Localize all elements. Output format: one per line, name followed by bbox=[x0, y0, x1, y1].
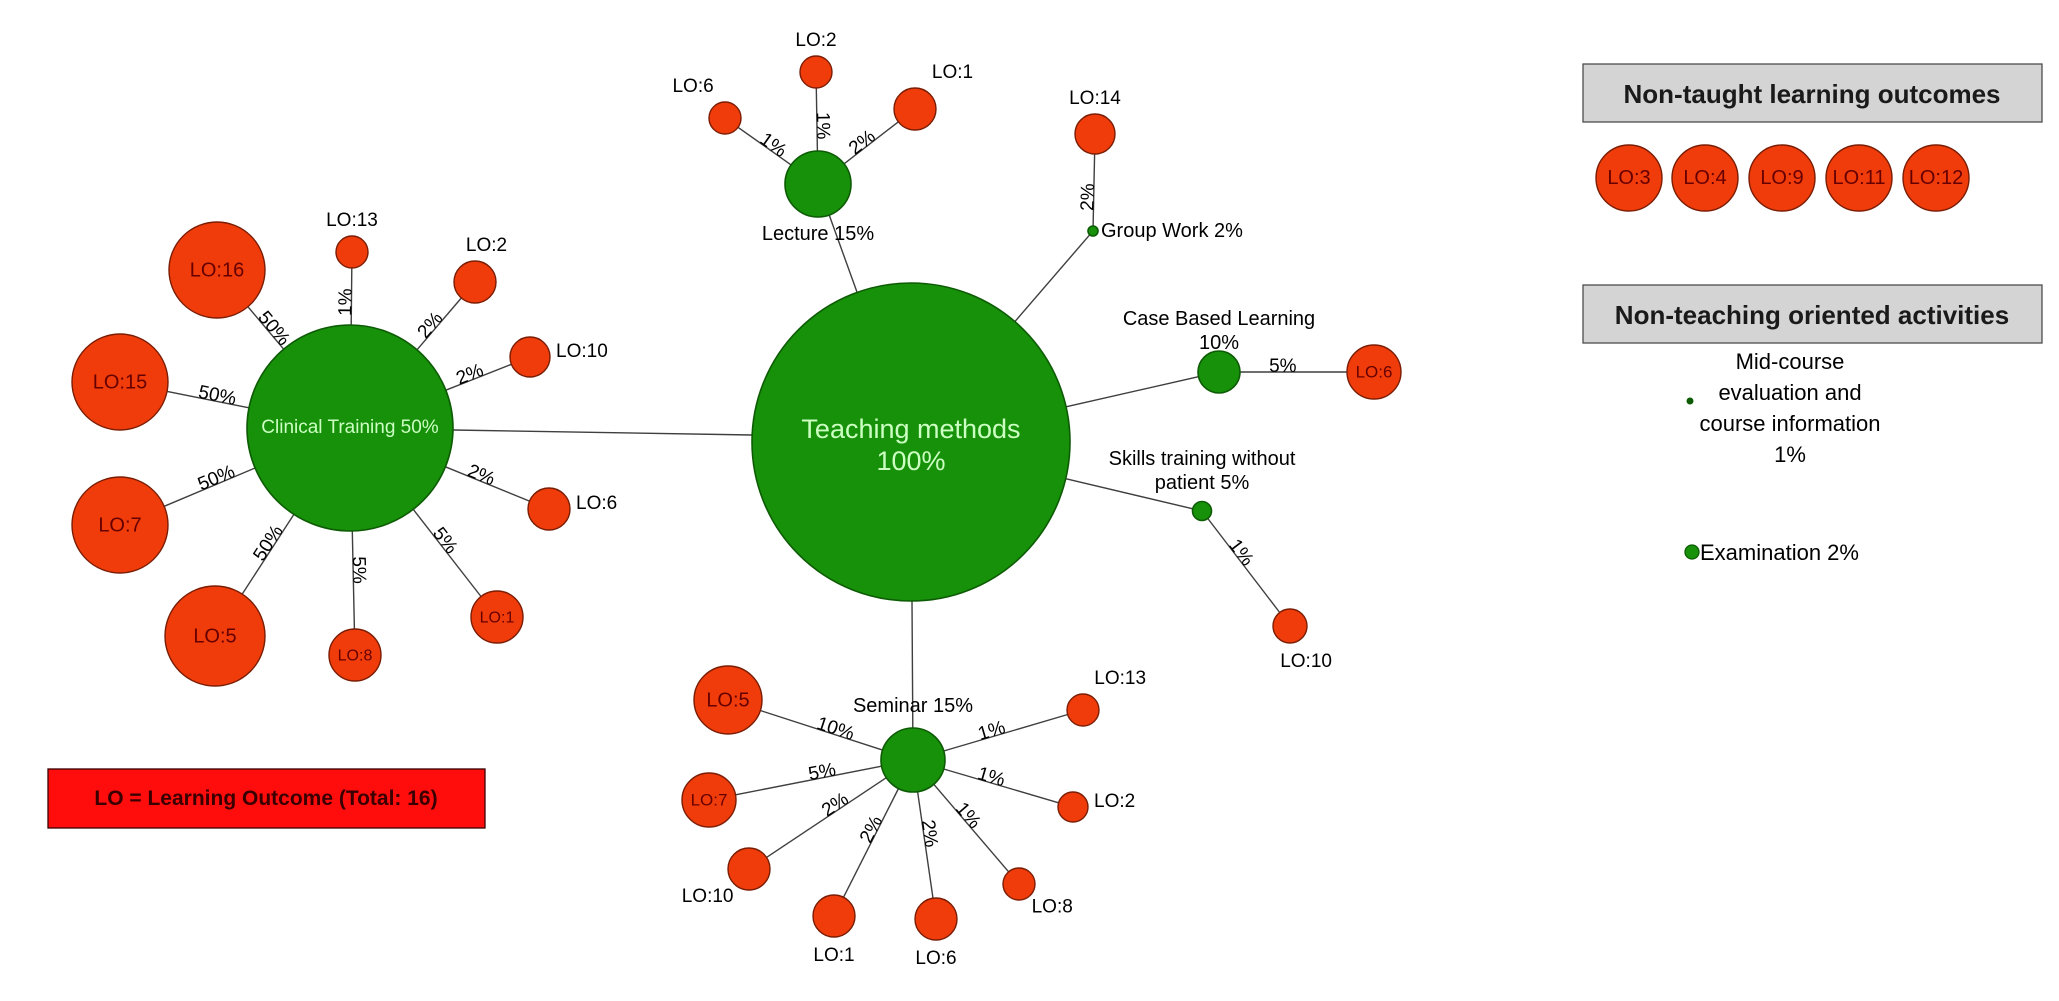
svg-text:Non-taught learning outcomes: Non-taught learning outcomes bbox=[1624, 79, 2001, 109]
svg-text:LO:8: LO:8 bbox=[338, 647, 373, 664]
svg-text:1%: 1% bbox=[976, 717, 1008, 745]
svg-text:LO:5: LO:5 bbox=[193, 626, 236, 648]
svg-text:LO:6: LO:6 bbox=[1356, 363, 1393, 382]
svg-text:LO:1: LO:1 bbox=[932, 62, 973, 83]
svg-text:LO:6: LO:6 bbox=[576, 493, 617, 514]
svg-text:Lecture 15%: Lecture 15% bbox=[762, 223, 875, 245]
svg-text:course information: course information bbox=[1700, 411, 1881, 436]
svg-text:Group Work 2%: Group Work 2% bbox=[1101, 220, 1243, 242]
svg-text:Examination 2%: Examination 2% bbox=[1700, 540, 1859, 565]
svg-text:LO:3: LO:3 bbox=[1607, 167, 1650, 189]
svg-text:5%: 5% bbox=[428, 524, 462, 559]
svg-text:5%: 5% bbox=[807, 759, 838, 785]
svg-text:LO:15: LO:15 bbox=[93, 372, 147, 394]
svg-text:Non-teaching oriented activiti: Non-teaching oriented activities bbox=[1615, 300, 2009, 330]
svg-text:Case Based Learning: Case Based Learning bbox=[1123, 308, 1315, 330]
svg-text:1%: 1% bbox=[812, 112, 833, 140]
svg-text:LO:14: LO:14 bbox=[1069, 88, 1121, 109]
svg-text:LO:1: LO:1 bbox=[480, 609, 515, 626]
svg-text:Mid-course: Mid-course bbox=[1736, 349, 1845, 374]
svg-text:LO:9: LO:9 bbox=[1760, 167, 1803, 189]
svg-text:2%: 2% bbox=[453, 360, 486, 390]
svg-text:LO:10: LO:10 bbox=[682, 886, 734, 907]
svg-text:50%: 50% bbox=[197, 382, 239, 410]
svg-text:LO:5: LO:5 bbox=[706, 690, 749, 712]
svg-text:10%: 10% bbox=[814, 713, 857, 745]
svg-text:LO:11: LO:11 bbox=[1833, 167, 1886, 189]
svg-text:LO:1: LO:1 bbox=[813, 945, 854, 966]
svg-text:evaluation and: evaluation and bbox=[1718, 380, 1861, 405]
svg-text:LO:6: LO:6 bbox=[672, 76, 713, 97]
svg-text:2%: 2% bbox=[414, 308, 448, 343]
svg-text:LO:2: LO:2 bbox=[795, 30, 836, 51]
svg-text:2%: 2% bbox=[845, 126, 880, 159]
svg-text:LO:7: LO:7 bbox=[98, 515, 141, 537]
svg-text:LO:12: LO:12 bbox=[1909, 167, 1963, 189]
svg-text:5%: 5% bbox=[348, 556, 370, 584]
svg-text:2%: 2% bbox=[818, 789, 853, 822]
svg-text:1%: 1% bbox=[335, 288, 356, 316]
svg-text:Skills training without: Skills training without bbox=[1109, 448, 1296, 470]
svg-text:1%: 1% bbox=[975, 763, 1007, 791]
svg-text:LO:13: LO:13 bbox=[1094, 668, 1146, 689]
svg-text:LO:10: LO:10 bbox=[556, 341, 608, 362]
svg-text:Teaching methods: Teaching methods bbox=[801, 414, 1020, 444]
svg-text:5%: 5% bbox=[1269, 356, 1297, 377]
svg-text:1%: 1% bbox=[951, 798, 985, 833]
svg-text:LO:4: LO:4 bbox=[1683, 167, 1726, 189]
svg-text:100%: 100% bbox=[876, 446, 945, 476]
svg-text:Clinical Training 50%: Clinical Training 50% bbox=[261, 417, 439, 438]
svg-text:2%: 2% bbox=[1077, 183, 1099, 211]
svg-text:LO:6: LO:6 bbox=[915, 948, 956, 969]
svg-text:10%: 10% bbox=[1199, 332, 1239, 354]
svg-text:50%: 50% bbox=[253, 307, 294, 350]
svg-text:2%: 2% bbox=[917, 818, 942, 848]
svg-text:2%: 2% bbox=[856, 812, 887, 846]
svg-text:50%: 50% bbox=[249, 522, 287, 565]
svg-text:LO:8: LO:8 bbox=[1032, 897, 1073, 918]
svg-text:1%: 1% bbox=[1224, 535, 1257, 570]
svg-text:LO:13: LO:13 bbox=[326, 210, 378, 231]
svg-text:LO:2: LO:2 bbox=[466, 235, 507, 256]
svg-text:Seminar 15%: Seminar 15% bbox=[853, 695, 973, 717]
svg-text:LO:2: LO:2 bbox=[1094, 791, 1135, 812]
svg-text:patient 5%: patient 5% bbox=[1155, 472, 1250, 494]
svg-text:50%: 50% bbox=[195, 461, 238, 495]
svg-text:1%: 1% bbox=[1774, 442, 1806, 467]
svg-text:1%: 1% bbox=[756, 129, 791, 162]
svg-text:LO:10: LO:10 bbox=[1280, 651, 1332, 672]
svg-text:LO:16: LO:16 bbox=[190, 260, 244, 282]
svg-text:LO = Learning Outcome (Total:: LO = Learning Outcome (Total: 16) bbox=[94, 787, 437, 810]
svg-text:LO:7: LO:7 bbox=[691, 791, 728, 810]
